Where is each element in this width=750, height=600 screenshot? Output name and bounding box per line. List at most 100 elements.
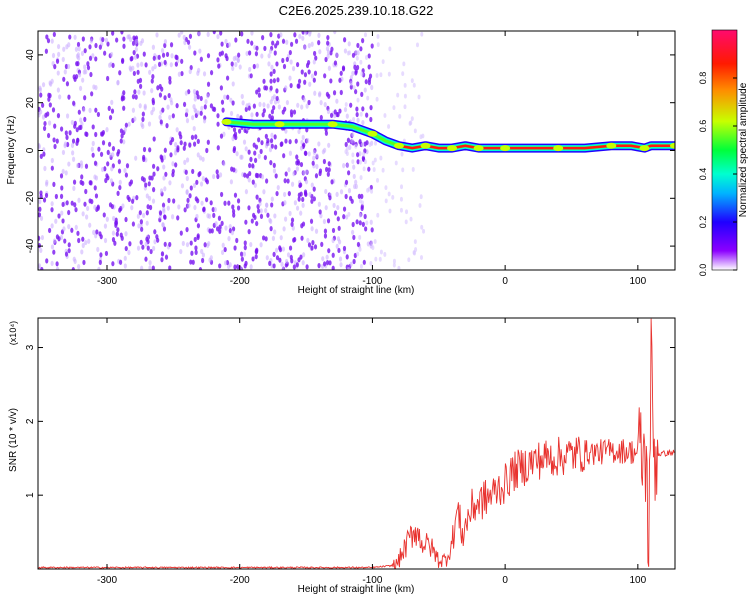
noise-dot xyxy=(326,40,330,46)
x-tick-label: -100 xyxy=(362,575,382,586)
noise-dot xyxy=(318,49,322,55)
noise-dot xyxy=(98,259,102,265)
noise-dot xyxy=(250,31,254,36)
noise-dot xyxy=(232,167,236,173)
noise-dot xyxy=(228,262,232,268)
noise-dot xyxy=(106,161,110,167)
noise-dot xyxy=(339,89,343,96)
noise-dot xyxy=(282,226,286,232)
noise-dot xyxy=(134,46,138,52)
noise-dot xyxy=(196,94,200,100)
noise-dot xyxy=(375,73,379,78)
noise-dot xyxy=(358,212,362,218)
noise-dot xyxy=(77,264,81,270)
noise-dot xyxy=(39,109,43,115)
noise-dot xyxy=(419,194,423,200)
noise-dot xyxy=(161,202,166,208)
noise-dot xyxy=(217,63,221,69)
noise-dot xyxy=(70,142,75,149)
noise-dot xyxy=(285,258,289,265)
noise-dot xyxy=(290,217,295,223)
noise-dot xyxy=(292,237,296,243)
noise-dot xyxy=(193,236,197,243)
noise-dot xyxy=(307,69,311,75)
noise-dot xyxy=(327,248,331,254)
noise-dot xyxy=(326,108,331,115)
noise-dot xyxy=(312,155,316,161)
noise-dot xyxy=(365,112,369,118)
noise-dot xyxy=(366,241,370,247)
noise-dot xyxy=(236,264,240,270)
noise-dot xyxy=(275,190,279,197)
noise-dot xyxy=(39,193,43,199)
noise-dot xyxy=(275,61,279,67)
noise-dot xyxy=(152,187,156,193)
noise-dot xyxy=(345,162,350,169)
colorbar-tick-label: 0.8 xyxy=(698,72,708,85)
noise-dot xyxy=(272,251,276,257)
noise-dot xyxy=(79,163,84,169)
noise-dot xyxy=(71,156,76,162)
noise-dot xyxy=(247,229,251,235)
noise-dot xyxy=(269,32,273,38)
noise-dot xyxy=(368,142,372,148)
noise-dot xyxy=(229,97,233,103)
noise-dot xyxy=(170,214,175,220)
noise-dot xyxy=(338,256,343,262)
noise-dot xyxy=(268,113,272,119)
noise-dot xyxy=(152,136,156,142)
noise-dot xyxy=(206,53,211,59)
noise-dot xyxy=(216,173,220,180)
noise-dot xyxy=(280,261,284,267)
noise-dot xyxy=(317,263,321,269)
noise-dot xyxy=(351,159,355,164)
noise-dot xyxy=(188,193,192,199)
noise-dot xyxy=(379,155,383,161)
noise-dot xyxy=(77,72,82,78)
noise-dot xyxy=(222,161,226,167)
noise-dot xyxy=(331,252,335,258)
noise-dot xyxy=(165,123,169,129)
noise-dot xyxy=(250,40,254,46)
noise-dot xyxy=(311,240,315,246)
noise-dot xyxy=(370,227,374,233)
noise-dot xyxy=(326,218,331,224)
noise-dot xyxy=(167,197,171,204)
noise-dot xyxy=(256,208,261,214)
y-tick-label: 20 xyxy=(25,97,36,109)
noise-dot xyxy=(155,32,159,38)
noise-dot xyxy=(361,38,365,44)
noise-dot xyxy=(347,170,351,176)
noise-dot xyxy=(46,132,51,139)
noise-dot xyxy=(405,209,409,215)
noise-dot xyxy=(376,42,380,48)
noise-dot xyxy=(151,66,155,72)
noise-dot xyxy=(353,252,357,259)
noise-dot xyxy=(90,198,94,205)
noise-dot xyxy=(304,31,308,36)
noise-dot xyxy=(205,197,209,203)
noise-dot xyxy=(103,223,108,229)
noise-dot xyxy=(169,42,174,48)
noise-dot xyxy=(160,86,164,92)
noise-dot xyxy=(296,158,300,165)
noise-dot xyxy=(163,42,167,49)
noise-dot xyxy=(249,156,253,162)
noise-dot xyxy=(374,256,378,262)
snr-frame xyxy=(37,317,676,570)
noise-dot xyxy=(315,163,319,170)
noise-dot xyxy=(137,223,141,229)
noise-dot xyxy=(57,51,61,57)
noise-dot xyxy=(74,207,78,213)
noise-dot xyxy=(315,153,319,159)
noise-dot xyxy=(288,150,293,156)
noise-dot xyxy=(38,85,42,91)
noise-dot xyxy=(196,233,200,239)
noise-dot xyxy=(236,113,240,119)
noise-dot xyxy=(303,79,307,85)
noise-dot xyxy=(251,163,255,169)
noise-dot xyxy=(201,176,205,182)
noise-dot xyxy=(145,236,149,242)
noise-dot xyxy=(324,130,329,136)
noise-dot xyxy=(92,229,96,235)
